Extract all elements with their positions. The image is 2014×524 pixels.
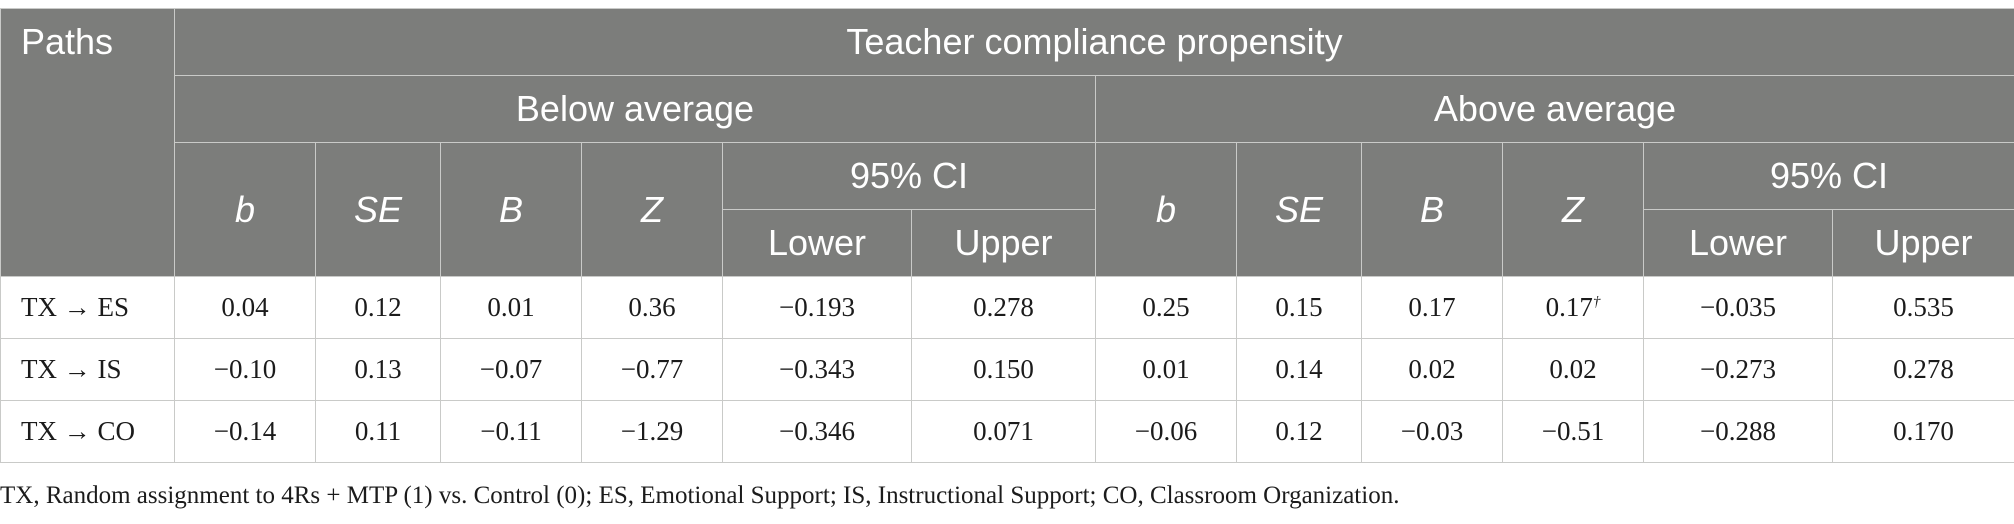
cell: −0.10 <box>174 338 316 401</box>
below-z-header: Z <box>581 142 723 277</box>
cell: −0.346 <box>722 400 912 463</box>
cell: −1.29 <box>581 400 723 463</box>
cell: −0.11 <box>440 400 582 463</box>
results-table-container: Paths Teacher compliance propensity Belo… <box>0 8 2014 463</box>
cell: 0.25 <box>1095 276 1237 339</box>
cell: −0.273 <box>1643 338 1833 401</box>
below-ci-header: 95% CI <box>722 142 1096 210</box>
cell: −0.77 <box>581 338 723 401</box>
cell: 0.535 <box>1831 276 2014 339</box>
above-z-header: Z <box>1502 142 1644 277</box>
above-ci-lower-header: Lower <box>1643 209 1833 277</box>
cell: 0.170 <box>1831 400 2014 463</box>
significance-marker: † <box>1592 294 1601 310</box>
below-ci-lower-header: Lower <box>722 209 912 277</box>
cell: −0.03 <box>1361 400 1503 463</box>
cell: −0.288 <box>1643 400 1833 463</box>
cell: 0.150 <box>911 338 1096 401</box>
cell: 0.01 <box>1095 338 1237 401</box>
cell: 0.278 <box>911 276 1096 339</box>
cell: −0.343 <box>722 338 912 401</box>
cell: 0.278 <box>1831 338 2014 401</box>
cell: −0.07 <box>440 338 582 401</box>
above-average-header: Above average <box>1094 75 2014 143</box>
cell: 0.02 <box>1361 338 1503 401</box>
cell: −0.193 <box>722 276 912 339</box>
cell: 0.36 <box>581 276 723 339</box>
cell: −0.51 <box>1502 400 1644 463</box>
row-path: TX → IS <box>0 338 175 401</box>
cell: 0.12 <box>315 276 441 339</box>
cell: 0.071 <box>911 400 1096 463</box>
below-beta-header: B <box>440 142 582 277</box>
above-b-header: b <box>1095 142 1237 277</box>
below-average-header: Below average <box>174 75 1096 143</box>
paths-header: Paths <box>0 8 175 277</box>
cell-with-superscript: 0.17† <box>1502 276 1644 339</box>
cell: 0.17 <box>1361 276 1503 339</box>
row-path: TX → ES <box>0 276 175 339</box>
table-row: TX → ES 0.04 0.12 0.01 0.36 −0.193 0.278… <box>0 276 2014 339</box>
table-row: TX → IS −0.10 0.13 −0.07 −0.77 −0.343 0.… <box>0 338 2014 401</box>
cell: 0.01 <box>440 276 582 339</box>
above-beta-header: B <box>1361 142 1503 277</box>
cell: −0.035 <box>1643 276 1833 339</box>
below-b-header: b <box>174 142 316 277</box>
table-footnote: TX, Random assignment to 4Rs + MTP (1) v… <box>0 482 1400 509</box>
above-ci-upper-header: Upper <box>1831 209 2014 277</box>
table-row: TX → CO −0.14 0.11 −0.11 −1.29 −0.346 0.… <box>0 400 2014 463</box>
above-se-header: SE <box>1236 142 1362 277</box>
above-ci-header: 95% CI <box>1642 142 2014 210</box>
below-ci-upper-header: Upper <box>911 209 1096 277</box>
cell: 0.13 <box>315 338 441 401</box>
table-header: Paths Teacher compliance propensity Belo… <box>0 8 2014 277</box>
row-path: TX → CO <box>0 400 175 463</box>
results-table: Paths Teacher compliance propensity Belo… <box>0 8 2014 463</box>
cell: 0.15 <box>1236 276 1362 339</box>
below-se-header: SE <box>315 142 441 277</box>
cell: −0.06 <box>1095 400 1237 463</box>
table-body: TX → ES 0.04 0.12 0.01 0.36 −0.193 0.278… <box>0 276 2014 463</box>
cell: −0.14 <box>174 400 316 463</box>
cell: 0.12 <box>1236 400 1362 463</box>
compliance-propensity-header: Teacher compliance propensity <box>173 8 2014 76</box>
cell-value: 0.17 <box>1545 292 1593 322</box>
cell: 0.14 <box>1236 338 1362 401</box>
cell: 0.04 <box>174 276 316 339</box>
cell: 0.02 <box>1502 338 1644 401</box>
cell: 0.11 <box>315 400 441 463</box>
